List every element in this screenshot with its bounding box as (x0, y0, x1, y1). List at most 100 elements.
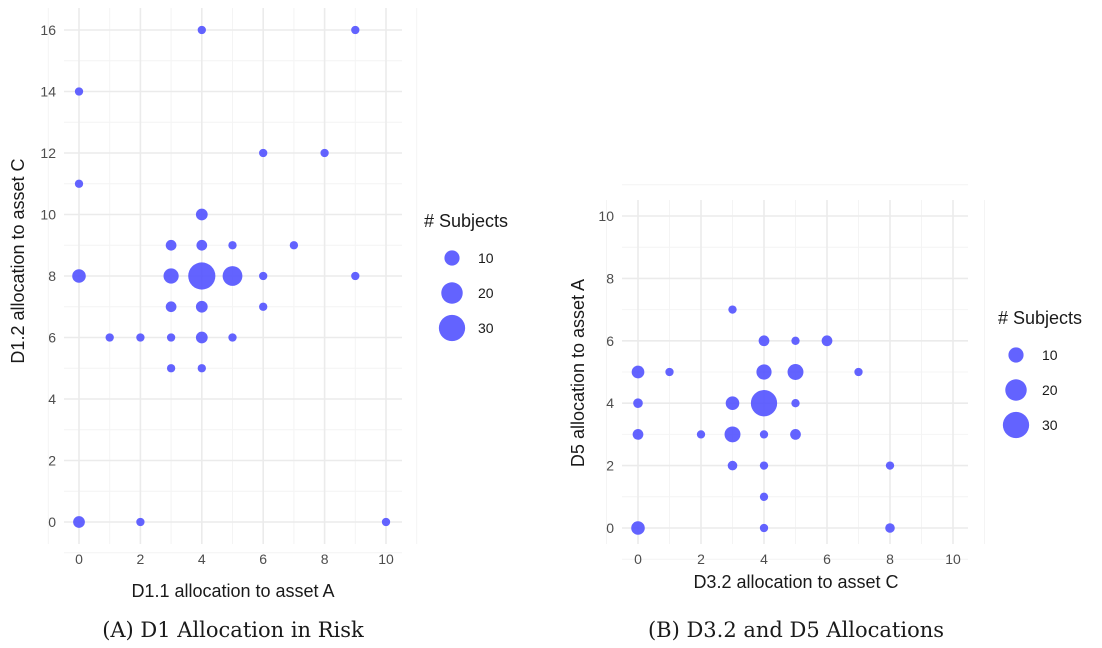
panel-b-y-axis-title: D5 allocation to asset A (568, 279, 588, 467)
a-data-point (195, 208, 208, 221)
panel-a-y-tick-labels: 0 2 4 6 8 10 12 14 16 (40, 22, 56, 530)
b-x-tick-label: 10 (945, 551, 961, 567)
a-data-point (165, 301, 177, 313)
a-y-tick-label: 2 (48, 453, 56, 469)
a-data-point (74, 179, 84, 188)
b-data-point (756, 364, 772, 380)
b-data-point (885, 523, 895, 533)
b-data-point (790, 429, 801, 440)
b-data-point (759, 430, 769, 439)
a-y-tick-label: 10 (40, 207, 56, 223)
b-data-point (727, 460, 738, 471)
b-data-point (787, 364, 804, 380)
a-x-tick-label: 10 (378, 551, 394, 567)
panel-b-gridlines (606, 184, 985, 560)
b-x-tick-label: 2 (697, 551, 705, 567)
panel-b-points (631, 305, 895, 535)
b-data-point (759, 492, 769, 501)
a-data-point (136, 517, 145, 527)
a-legend-circle (444, 250, 460, 266)
a-y-tick-label: 6 (48, 330, 56, 346)
a-data-point (259, 148, 268, 158)
b-data-point (750, 390, 778, 417)
b-data-point (631, 521, 645, 535)
a-data-point (136, 333, 145, 342)
panel-a-y-axis-title: D1.2 allocation to asset C (8, 158, 28, 363)
a-data-point (165, 239, 177, 251)
panel-a: 0 2 4 6 8 10 0 2 4 6 8 10 12 14 16 D1.1 allocation to… (8, 8, 508, 642)
panel-a-x-tick-labels: 0 2 4 6 8 10 (75, 551, 394, 567)
panel-a-legend-items: 10 20 30 (438, 250, 494, 342)
panel-b-x-tick-labels: 0 2 4 6 8 10 (634, 551, 961, 567)
b-legend-circle (1005, 379, 1027, 401)
b-data-point (821, 335, 833, 347)
a-data-point (195, 300, 208, 313)
b-data-point (631, 365, 645, 379)
a-data-point (166, 364, 176, 373)
b-data-point (759, 461, 769, 470)
panel-b-legend-title: # Subjects (998, 308, 1082, 328)
a-data-point (188, 262, 216, 290)
a-data-point (351, 25, 360, 35)
panel-a-caption: (A) D1 Allocation in Risk (102, 618, 364, 642)
a-x-tick-label: 4 (198, 551, 206, 567)
a-data-point (259, 302, 268, 311)
b-data-point (728, 305, 737, 314)
b-data-point (759, 523, 769, 533)
a-y-tick-label: 8 (48, 268, 56, 284)
b-x-tick-label: 8 (886, 551, 894, 567)
a-y-tick-label: 16 (40, 22, 56, 38)
b-x-tick-label: 6 (823, 551, 831, 567)
a-legend-circle (441, 282, 463, 304)
b-legend-circle (1008, 347, 1024, 363)
b-y-tick-label: 10 (598, 208, 614, 224)
a-legend-circle (438, 314, 466, 342)
b-y-tick-label: 8 (606, 270, 614, 286)
a-data-point (163, 268, 179, 284)
a-data-point (196, 239, 208, 251)
b-data-point (854, 367, 863, 377)
b-data-point (758, 335, 770, 347)
a-x-tick-label: 0 (75, 551, 83, 567)
b-data-point (724, 426, 741, 443)
a-data-point (166, 333, 176, 342)
b-y-tick-label: 0 (606, 520, 614, 536)
b-y-tick-label: 4 (606, 395, 614, 411)
a-legend-label: 20 (478, 285, 494, 301)
a-data-point (351, 271, 360, 281)
a-y-tick-label: 12 (40, 145, 56, 161)
a-data-point (73, 516, 85, 528)
a-legend-label: 10 (478, 250, 494, 266)
a-data-point (381, 517, 391, 527)
panel-b-legend-items: 10 20 30 (1002, 347, 1058, 439)
a-data-point (105, 333, 114, 342)
a-data-point (197, 364, 206, 373)
a-data-point (320, 148, 329, 158)
b-data-point (791, 336, 800, 345)
a-data-point (72, 269, 86, 283)
b-x-tick-label: 0 (634, 551, 642, 567)
b-data-point (885, 461, 895, 470)
b-data-point (633, 398, 643, 409)
panel-a-x-axis-title: D1.1 allocation to asset A (131, 581, 334, 601)
b-data-point (696, 430, 706, 439)
panel-a-legend: # Subjects 10 20 30 (424, 211, 508, 342)
b-y-tick-label: 6 (606, 333, 614, 349)
a-data-point (289, 241, 299, 250)
a-x-tick-label: 2 (137, 551, 145, 567)
a-x-tick-label: 6 (259, 551, 267, 567)
panel-a-legend-title: # Subjects (424, 211, 508, 231)
a-data-point (74, 87, 84, 96)
b-data-point (725, 396, 740, 410)
a-data-point (228, 333, 237, 342)
panel-b-y-tick-labels: 0 2 4 6 8 10 (598, 208, 614, 536)
panel-a-points (72, 25, 391, 528)
b-legend-label: 30 (1042, 417, 1058, 433)
a-data-point (228, 241, 237, 250)
b-legend-label: 20 (1042, 382, 1058, 398)
a-legend-label: 30 (478, 320, 494, 336)
a-data-point (195, 331, 208, 344)
a-data-point (197, 25, 206, 35)
b-y-tick-label: 2 (606, 458, 614, 474)
